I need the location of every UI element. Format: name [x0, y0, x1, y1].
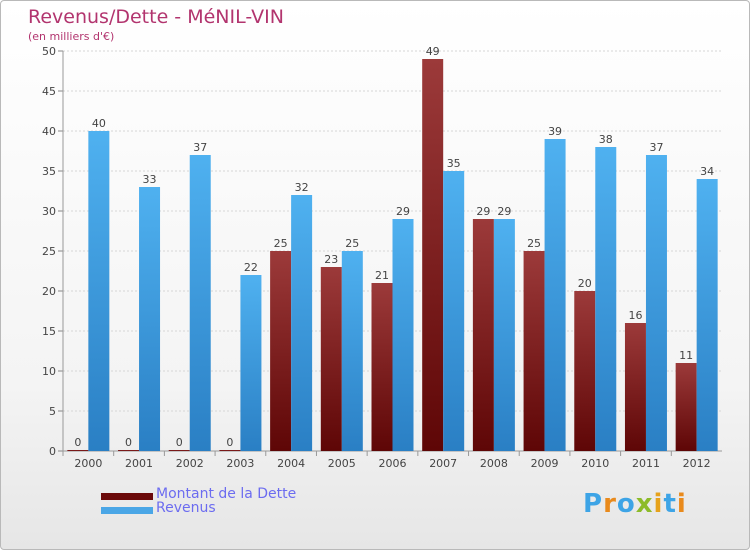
bar-dette [574, 291, 596, 451]
bar-revenus [341, 251, 363, 451]
data-label: 0 [226, 436, 233, 449]
data-label: 25 [527, 237, 541, 250]
data-label: 22 [244, 261, 258, 274]
bar-revenus [493, 219, 515, 451]
data-labels: 0 40 0 33 0 37 0 22 25 32 23 25 21 29 49 35 29 29 25 39 20 38… [74, 45, 714, 449]
data-label: 37 [193, 141, 207, 154]
data-label: 32 [295, 181, 309, 194]
bar-revenus [696, 179, 718, 451]
y-tick-label: 5 [49, 405, 56, 418]
bar-dette [67, 450, 89, 451]
legend-swatch-revenus [101, 507, 153, 514]
y-tick-label: 35 [42, 165, 56, 178]
bars [67, 59, 718, 451]
data-label: 40 [92, 117, 106, 130]
y-tick-label: 20 [42, 285, 56, 298]
bar-revenus [544, 139, 566, 451]
bar-dette [168, 450, 190, 451]
y-tick-label: 30 [42, 205, 56, 218]
data-label: 20 [578, 277, 592, 290]
y-tick-label: 15 [42, 325, 56, 338]
bar-dette [675, 363, 697, 451]
data-label: 23 [324, 253, 338, 266]
bar-revenus [88, 131, 110, 451]
bar-revenus [189, 155, 211, 451]
x-tick-label: 2000 [74, 457, 102, 470]
y-tick-label: 50 [42, 45, 56, 58]
x-tick-label: 2001 [125, 457, 153, 470]
bar-revenus [645, 155, 667, 451]
data-label: 35 [447, 157, 461, 170]
y-tick-label: 10 [42, 365, 56, 378]
legend-label-revenus: Revenus [156, 500, 216, 516]
bar-revenus [392, 219, 414, 451]
data-label: 49 [426, 45, 440, 58]
x-tick-label: 2012 [683, 457, 711, 470]
x-tick-label: 2006 [379, 457, 407, 470]
bar-revenus [443, 171, 465, 451]
x-tick-label: 2005 [328, 457, 356, 470]
data-label: 29 [476, 205, 490, 218]
data-label: 16 [628, 309, 642, 322]
bar-revenus [595, 147, 617, 451]
x-tick-label: 2010 [581, 457, 609, 470]
data-label: 25 [274, 237, 288, 250]
chart-title: Revenus/Dette - MéNIL-VIN [28, 6, 284, 28]
chart-subtitle: (en milliers d'€) [28, 30, 115, 43]
bar-dette [270, 251, 292, 451]
x-tick-label: 2008 [480, 457, 508, 470]
x-tick-label: 2004 [277, 457, 305, 470]
data-label: 25 [345, 237, 359, 250]
y-tick-label: 40 [42, 125, 56, 138]
x-tick-label: 2003 [226, 457, 254, 470]
bar-dette [219, 450, 241, 451]
data-label: 29 [396, 205, 410, 218]
x-tick-label: 2002 [176, 457, 204, 470]
bar-dette [371, 283, 393, 451]
bar-revenus [291, 195, 313, 451]
data-label: 37 [649, 141, 663, 154]
y-tick-label: 0 [49, 445, 56, 458]
bar-dette [523, 251, 545, 451]
bar-dette [472, 219, 494, 451]
data-label: 21 [375, 269, 389, 282]
legend-swatch-dette [101, 493, 153, 500]
x-tick-label: 2009 [531, 457, 559, 470]
data-label: 11 [679, 349, 693, 362]
y-tick-label: 25 [42, 245, 56, 258]
data-label: 33 [143, 173, 157, 186]
proxiti-logo: Proxiti [583, 489, 687, 519]
data-label: 0 [176, 436, 183, 449]
bar-dette [118, 450, 140, 451]
data-label: 0 [74, 436, 81, 449]
bar-revenus [139, 187, 161, 451]
legend-label-dette: Montant de la Dette [156, 486, 297, 502]
x-tick-label: 2007 [429, 457, 457, 470]
bar-dette [624, 323, 646, 451]
x-tick-label: 2011 [632, 457, 660, 470]
data-label: 39 [548, 125, 562, 138]
data-label: 38 [599, 133, 613, 146]
bar-revenus [240, 275, 262, 451]
bar-dette [422, 59, 444, 451]
bar-dette [320, 267, 342, 451]
data-label: 34 [700, 165, 714, 178]
y-tick-label: 45 [42, 85, 56, 98]
data-label: 29 [497, 205, 511, 218]
data-label: 0 [125, 436, 132, 449]
